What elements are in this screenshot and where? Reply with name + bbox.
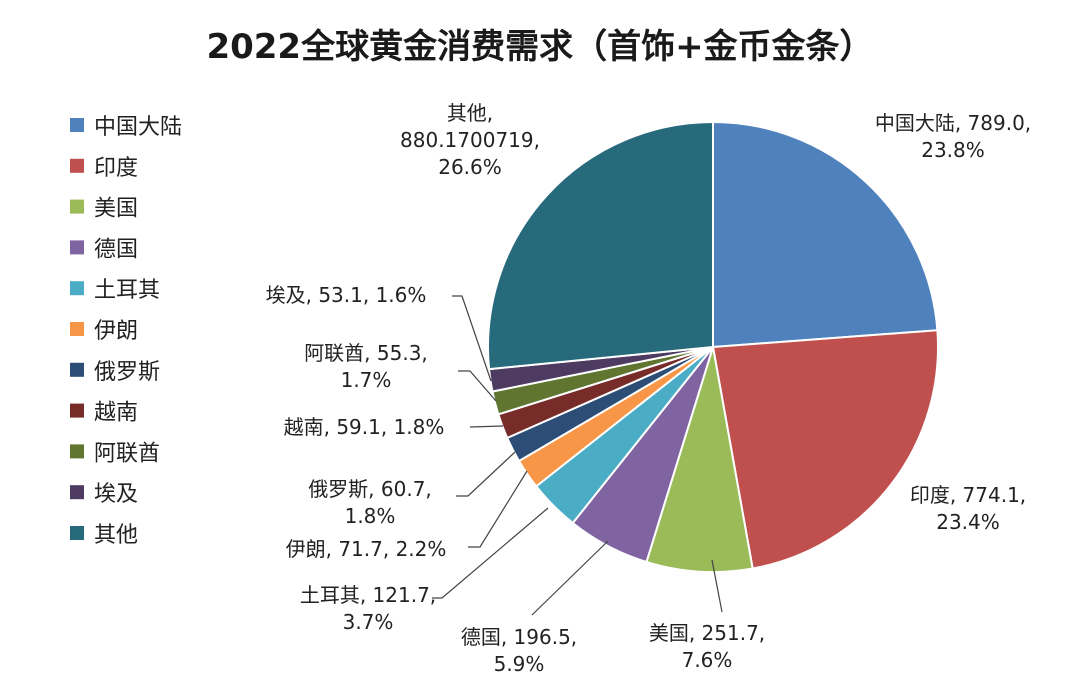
legend-swatch-10 [70, 526, 84, 540]
data-label-4: 土耳其, 121.7, 3.7% [300, 583, 436, 634]
legend-entry-5: 伊朗 [94, 319, 138, 344]
data-label-1: 印度, 774.1, 23.4% [910, 483, 1026, 534]
legend-entry-2: 美国 [94, 197, 138, 222]
legend-entry-1: 印度 [94, 156, 138, 181]
legend-swatch-0 [70, 118, 84, 132]
leader-line-7 [469, 425, 504, 428]
chart-title: 2022全球黄金消费需求（首饰+金币金条） [206, 27, 873, 67]
legend-entry-4: 土耳其 [94, 278, 160, 303]
legend-swatch-9 [70, 485, 84, 500]
legend-swatch-6 [70, 362, 84, 377]
legend-entry-7: 越南 [94, 401, 138, 426]
data-label-0: 中国大陆, 789.0, 23.8% [875, 111, 1031, 162]
legend-swatch-1 [70, 158, 84, 173]
legend-entry-8: 阿联酋 [94, 441, 160, 466]
legend-swatch-8 [70, 444, 84, 459]
legend-entry-0: 中国大陆 [94, 115, 182, 140]
data-label-2: 美国, 251.7, 7.6% [649, 621, 765, 672]
data-label-8: 阿联酋, 55.3, 1.7% [304, 341, 428, 392]
pie-slice-1 [711, 329, 939, 570]
leader-line-2 [711, 559, 723, 613]
leader-line-3 [531, 540, 609, 616]
legend-swatch-7 [70, 403, 84, 418]
legend-entry-3: 德国 [94, 237, 138, 262]
data-label-10: 其他, 880.1700719, 26.6% [400, 101, 540, 179]
data-label-3: 德国, 196.5, 5.9% [461, 625, 577, 676]
legend-swatch-5 [70, 322, 84, 336]
data-label-9: 埃及, 53.1, 1.6% [266, 283, 427, 307]
pie-slice-10 [487, 120, 714, 371]
leader-line-6 [456, 451, 516, 497]
leader-line-4 [432, 507, 549, 599]
pie-slices [487, 120, 939, 573]
data-label-5: 伊朗, 71.7, 2.2% [286, 537, 447, 561]
leader-line-5 [468, 470, 528, 548]
leader-line-8 [458, 370, 497, 402]
pie-slice-2 [645, 346, 754, 573]
legend-swatch-2 [70, 199, 84, 214]
legend-entry-6: 俄罗斯 [94, 360, 160, 385]
legend-swatch-3 [70, 240, 84, 255]
leader-line-9 [452, 295, 492, 382]
legend-entry-9: 埃及 [94, 482, 138, 507]
pie-slice-0 [712, 120, 939, 349]
legend-entry-10: 其他 [94, 523, 138, 548]
legend-swatch-4 [70, 281, 84, 296]
data-labels: 中国大陆, 789.0, 23.8% 印度, 774.1, 23.4% 美国, 251.… [266, 101, 1032, 676]
data-label-6: 俄罗斯, 60.7, 1.8% [308, 477, 432, 528]
data-label-7: 越南, 59.1, 1.8% [284, 415, 445, 439]
leader-lines [432, 295, 723, 616]
